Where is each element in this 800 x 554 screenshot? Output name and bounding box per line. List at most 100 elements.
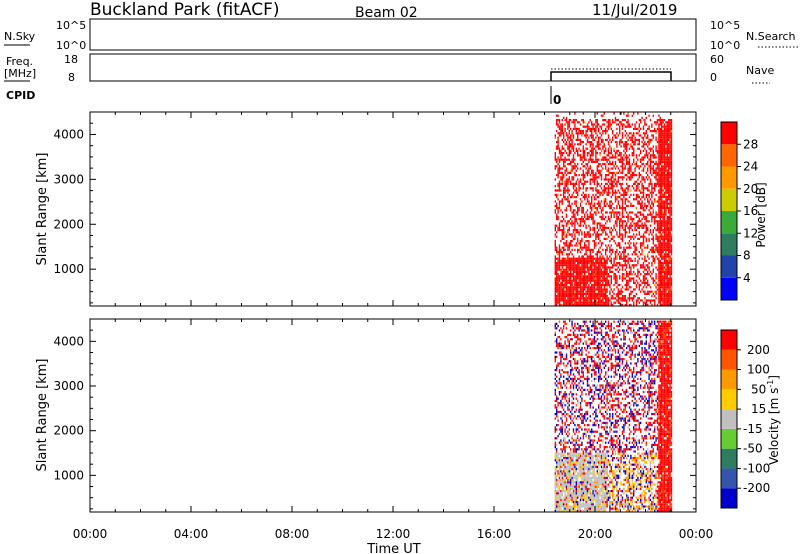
scatter-cell bbox=[600, 176, 603, 179]
scatter-cell bbox=[603, 189, 605, 192]
scatter-cell bbox=[560, 281, 562, 284]
scatter-cell bbox=[572, 255, 575, 258]
scatter-cell bbox=[666, 299, 668, 302]
scatter-cell bbox=[574, 415, 576, 418]
scatter-cell bbox=[602, 191, 604, 194]
scatter-cell bbox=[567, 286, 569, 289]
scatter-cell bbox=[561, 406, 563, 409]
scatter-cell bbox=[661, 189, 663, 192]
scatter-cell bbox=[560, 303, 562, 306]
scatter-cell bbox=[574, 509, 576, 512]
scatter-cell bbox=[577, 270, 579, 273]
scatter-cell bbox=[564, 180, 566, 183]
scatter-cell bbox=[561, 470, 563, 473]
scatter-cell bbox=[592, 180, 594, 183]
scatter-cell bbox=[663, 231, 666, 234]
scatter-cell bbox=[556, 452, 558, 455]
scatter-cell bbox=[596, 134, 598, 137]
scatter-cell bbox=[570, 454, 572, 457]
scatter-cell bbox=[556, 279, 558, 282]
scatter-cell bbox=[606, 281, 608, 284]
scatter-cell bbox=[557, 275, 559, 278]
scatter-cell bbox=[621, 277, 624, 280]
scatter-cell bbox=[564, 244, 566, 247]
scatter-cell bbox=[560, 399, 562, 402]
scatter-cell bbox=[665, 284, 667, 287]
scatter-cell bbox=[663, 185, 666, 188]
scatter-cell bbox=[607, 123, 610, 126]
scatter-cell bbox=[554, 259, 556, 262]
scatter-cell bbox=[634, 259, 636, 262]
scatter-cell bbox=[659, 180, 661, 183]
scatter-cell bbox=[669, 218, 671, 221]
scatter-cell bbox=[564, 465, 566, 468]
scatter-cell bbox=[605, 187, 607, 190]
scatter-cell bbox=[579, 299, 582, 302]
scatter-cell bbox=[563, 503, 565, 506]
scatter-cell bbox=[627, 246, 629, 249]
scatter-cell bbox=[560, 505, 562, 508]
scatter-cell bbox=[669, 196, 671, 199]
scatter-cell bbox=[571, 344, 573, 347]
scatter-cell bbox=[557, 397, 559, 400]
scatter-cell bbox=[568, 149, 570, 152]
scatter-cell bbox=[670, 196, 673, 199]
scatter-cell bbox=[645, 218, 647, 221]
scatter-cell bbox=[612, 297, 614, 300]
scatter-cell bbox=[600, 268, 603, 271]
scatter-cell bbox=[582, 288, 584, 291]
scatter-cell bbox=[620, 253, 622, 256]
scatter-cell bbox=[581, 193, 583, 196]
scatter-cell bbox=[554, 200, 556, 203]
scatter-cell bbox=[651, 255, 653, 258]
scatter-cell bbox=[556, 406, 558, 409]
scatter-cell bbox=[645, 224, 647, 227]
scatter-cell bbox=[655, 237, 657, 240]
scatter-cell bbox=[561, 235, 563, 238]
scatter-cell bbox=[624, 288, 626, 291]
scatter-cell bbox=[606, 202, 608, 205]
scatter-cell bbox=[567, 182, 569, 185]
scatter-cell bbox=[574, 165, 576, 168]
scatter-cell bbox=[613, 215, 615, 218]
scatter-cell bbox=[612, 191, 614, 194]
scatter-cell bbox=[563, 134, 565, 137]
scatter-cell bbox=[572, 507, 575, 510]
scatter-cell bbox=[658, 152, 660, 155]
scatter-cell bbox=[560, 439, 562, 442]
scatter-cell bbox=[556, 224, 558, 227]
scatter-cell bbox=[600, 279, 603, 282]
scatter-cell bbox=[558, 286, 561, 289]
scatter-cell bbox=[558, 207, 561, 210]
scatter-cell bbox=[662, 215, 664, 218]
scatter-cell bbox=[628, 154, 631, 157]
scatter-cell bbox=[649, 248, 652, 251]
scatter-cell bbox=[645, 123, 647, 126]
scatter-cell bbox=[565, 336, 568, 339]
scatter-cell bbox=[567, 204, 569, 207]
scatter-cell bbox=[668, 189, 670, 192]
scatter-cell bbox=[627, 213, 629, 216]
scatter-cell bbox=[623, 273, 625, 276]
scatter-cell bbox=[623, 259, 625, 262]
scatter-cell bbox=[561, 481, 563, 484]
scatter-cell bbox=[610, 149, 612, 152]
scatter-cell bbox=[656, 165, 659, 168]
scatter-cell bbox=[574, 501, 576, 504]
scatter-cell bbox=[610, 248, 612, 251]
scatter-cell bbox=[575, 119, 577, 122]
scatter-cell bbox=[668, 163, 670, 166]
scatter-cell bbox=[589, 154, 591, 157]
scatter-cell bbox=[635, 207, 638, 210]
scatter-cell bbox=[563, 262, 565, 265]
scatter-cell bbox=[630, 297, 632, 300]
scatter-cell bbox=[563, 174, 565, 177]
scatter-cell bbox=[558, 125, 561, 128]
scatter-cell bbox=[593, 202, 596, 205]
scatter-cell bbox=[599, 284, 601, 287]
scatter-cell bbox=[558, 167, 561, 170]
scatter-cell bbox=[567, 498, 569, 501]
scatter-cell bbox=[599, 204, 601, 207]
scatter-cell bbox=[599, 240, 601, 243]
scatter-cell bbox=[579, 202, 582, 205]
